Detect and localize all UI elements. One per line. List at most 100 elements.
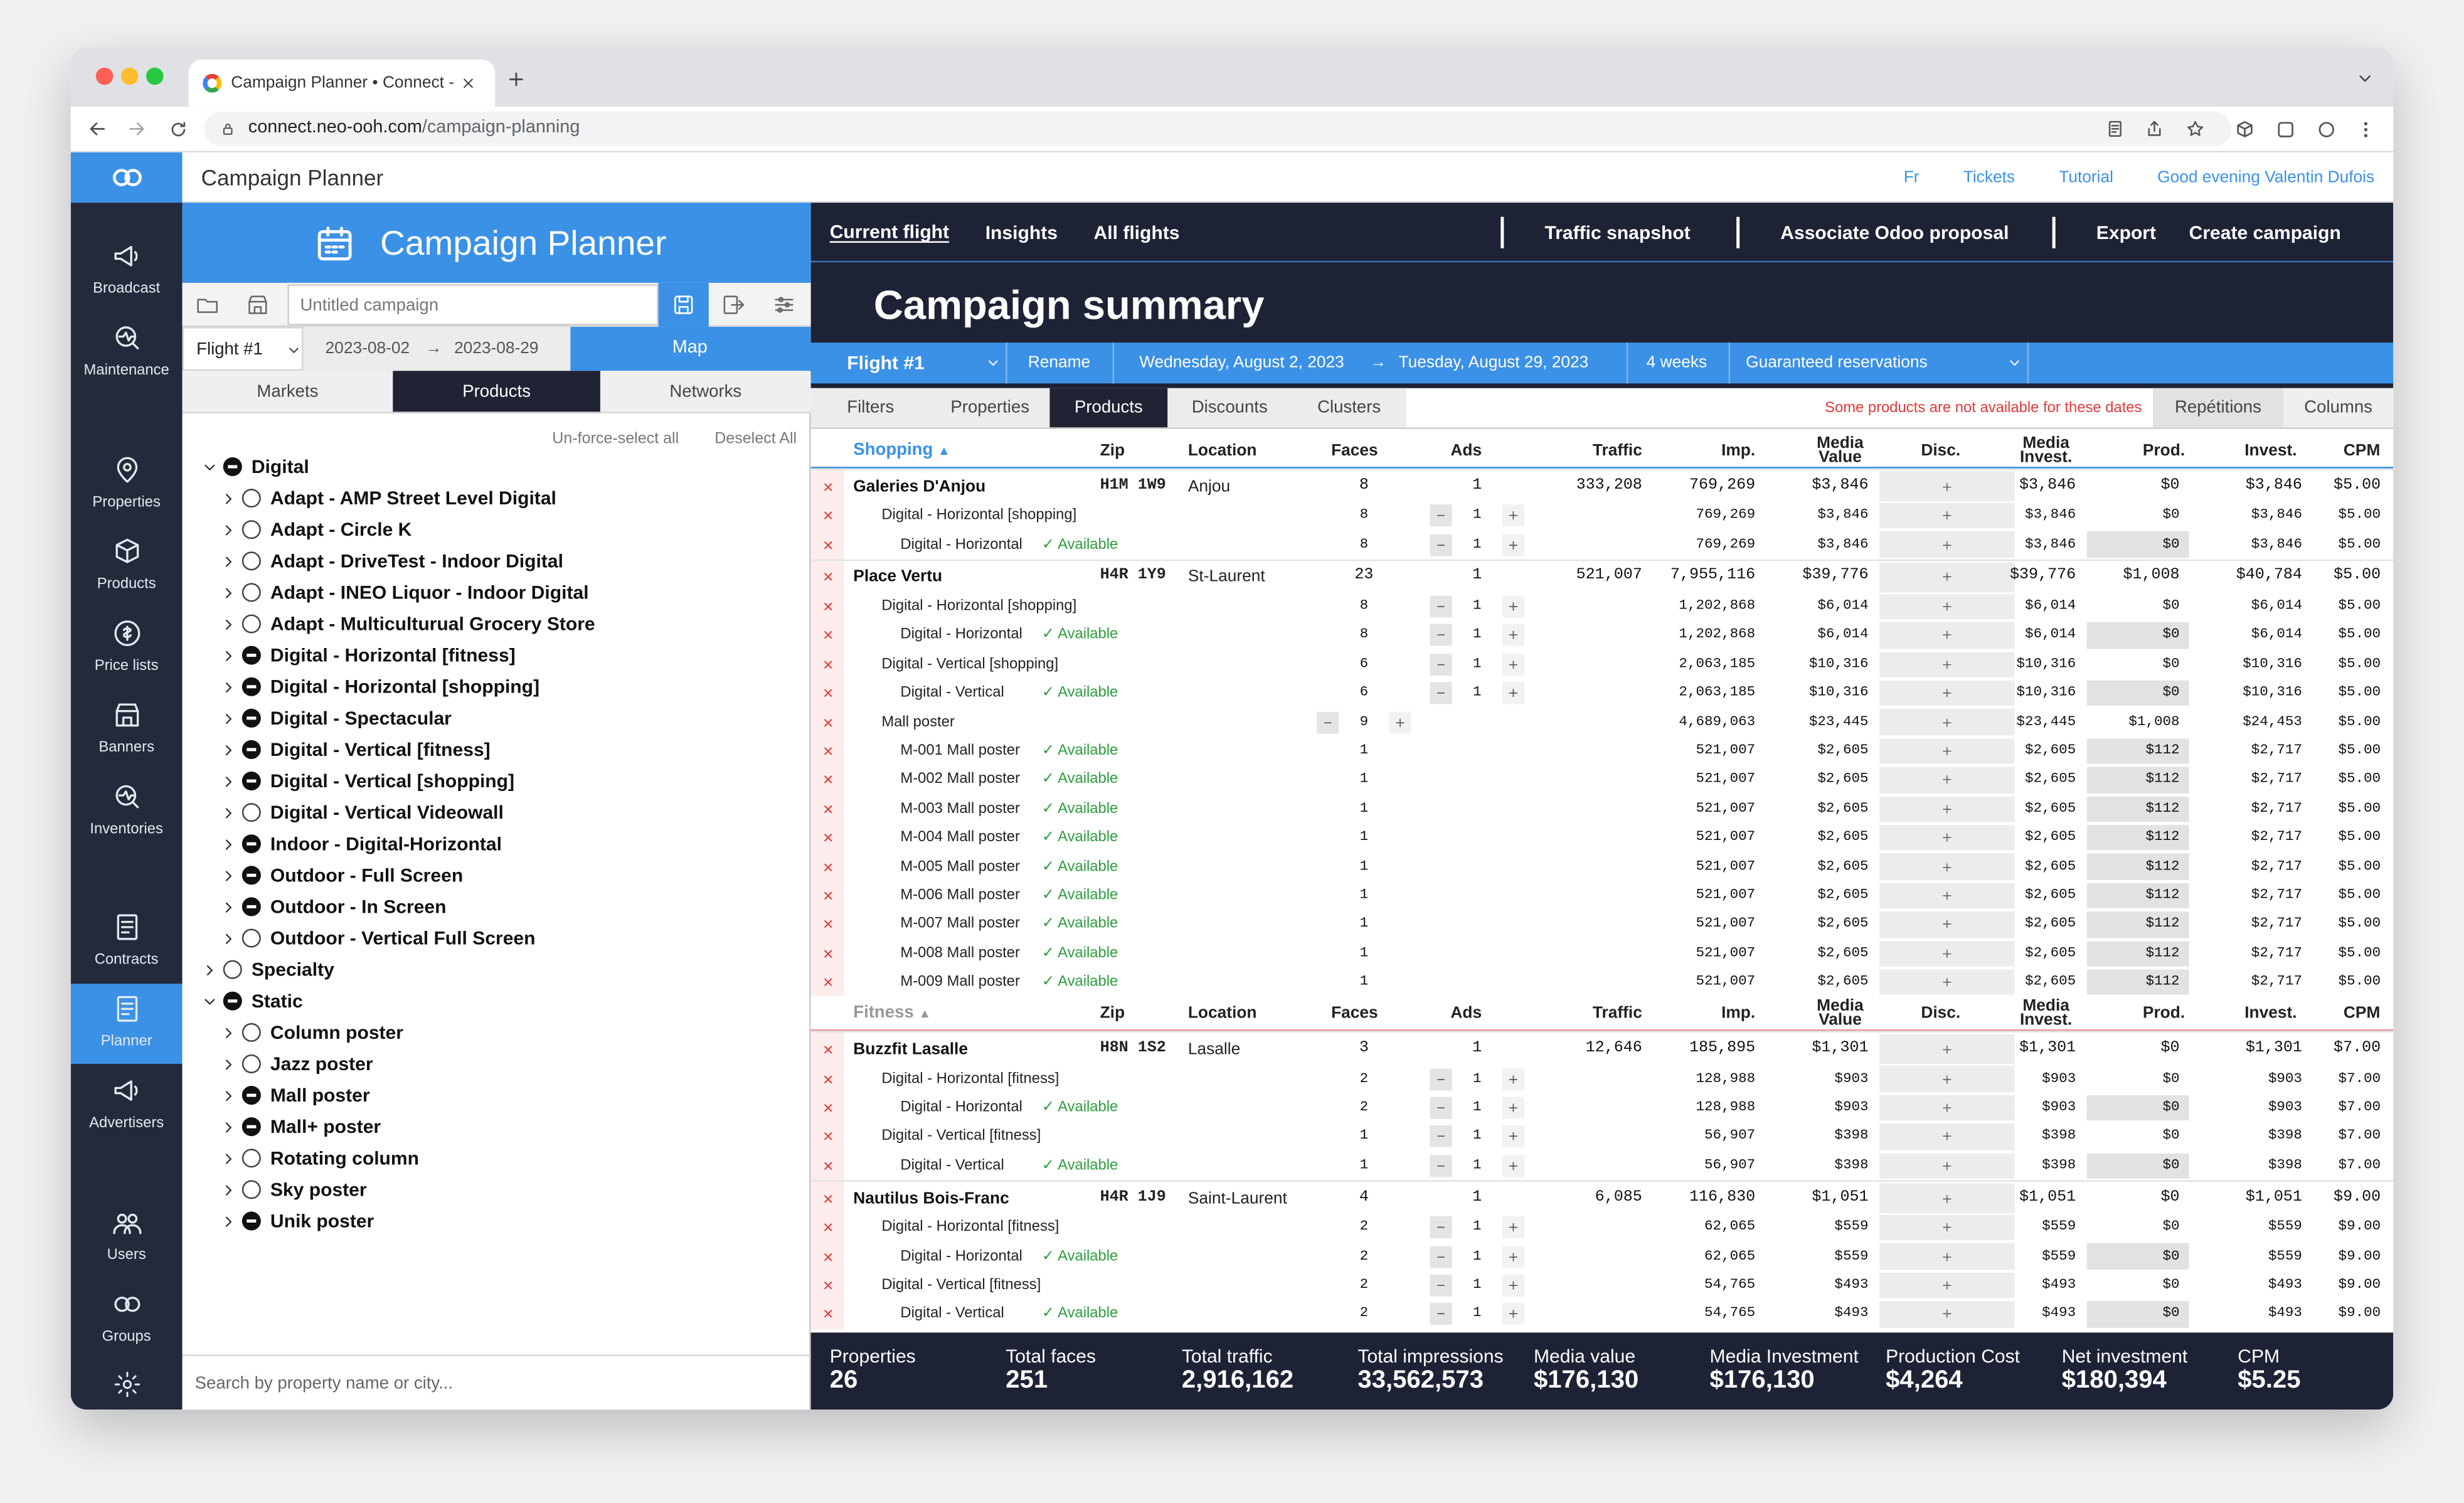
import-button[interactable] <box>721 292 746 317</box>
browser-tab[interactable]: Campaign Planner • Connect - <box>188 60 496 107</box>
selection-circle[interactable] <box>242 677 261 696</box>
selection-circle[interactable] <box>223 991 242 1011</box>
remove-button[interactable] <box>821 1192 834 1204</box>
selection-circle[interactable] <box>223 457 242 477</box>
flight-nav-tab[interactable]: Current flight <box>829 220 950 243</box>
tree-toggle[interactable] <box>200 992 218 1010</box>
campaign-name-input[interactable]: Untitled campaign <box>287 284 659 326</box>
column-header[interactable]: Imp. <box>1721 1004 1756 1024</box>
flight-select[interactable]: Flight #1 <box>182 327 304 371</box>
tree-label[interactable]: Adapt - DriveTest - Indoor Digital <box>270 550 563 572</box>
column-header[interactable]: Invest. <box>2244 1004 2297 1024</box>
tree-toggle[interactable] <box>219 553 236 570</box>
tree-toggle[interactable] <box>219 615 236 633</box>
tree-toggle[interactable] <box>219 647 236 664</box>
remove-button[interactable] <box>821 600 834 613</box>
selection-circle[interactable] <box>242 551 261 571</box>
tree-toggle[interactable] <box>219 584 236 602</box>
tree-label[interactable]: Static <box>251 990 303 1012</box>
tree-toggle[interactable] <box>219 1055 236 1073</box>
selection-circle[interactable] <box>242 489 261 508</box>
tree-toggle[interactable] <box>219 521 236 538</box>
remove-button[interactable] <box>821 658 834 671</box>
flight-nav-tab[interactable]: Insights <box>985 221 1058 244</box>
selection-circle[interactable] <box>242 897 261 916</box>
column-header[interactable]: Disc. <box>1921 441 1961 460</box>
tree-toggle[interactable] <box>219 1118 236 1135</box>
tree-label[interactable]: Jazz poster <box>270 1053 373 1075</box>
nav-item[interactable]: Maintenance <box>71 313 183 393</box>
section-sort-header[interactable]: Fitness ▲ <box>853 1005 931 1023</box>
remove-button[interactable] <box>821 1073 834 1085</box>
section-sort-header[interactable]: Shopping ▲ <box>853 442 950 460</box>
tree-action[interactable]: Deselect All <box>714 430 797 448</box>
save-button[interactable] <box>658 282 709 327</box>
nav-item[interactable]: Properties <box>71 445 183 525</box>
selection-circle[interactable] <box>242 708 261 728</box>
selection-circle[interactable] <box>242 1180 261 1199</box>
selection-circle[interactable] <box>242 645 261 665</box>
remove-button[interactable] <box>821 1130 834 1143</box>
column-header[interactable]: Faces <box>1331 1004 1378 1024</box>
tree-toggle[interactable] <box>219 678 236 696</box>
tree-label[interactable]: Mall+ poster <box>270 1115 381 1138</box>
tree-label[interactable]: Adapt - INEO Liquor - Indoor Digital <box>270 581 589 603</box>
tree-toggle[interactable] <box>219 804 236 821</box>
selection-circle[interactable] <box>242 803 261 822</box>
tree-toggle[interactable] <box>219 867 236 884</box>
search-field[interactable]: Search by property name or city... <box>182 1354 811 1410</box>
selection-circle[interactable] <box>242 834 261 854</box>
selection-circle[interactable] <box>242 1149 261 1168</box>
summary-tab[interactable]: Clusters <box>1292 388 1407 428</box>
nav-item[interactable]: Users <box>71 1198 183 1278</box>
column-header[interactable]: Zip <box>1100 441 1125 460</box>
selection-circle[interactable] <box>242 1086 261 1105</box>
header-action[interactable]: Create campaign <box>2189 221 2341 244</box>
remove-button[interactable] <box>821 803 834 815</box>
window-control[interactable] <box>95 67 114 85</box>
tree-label[interactable]: Adapt - Multiculturual Grocery Store <box>270 612 595 635</box>
flight-dates[interactable]: 2023-08-02 → 2023-08-29 <box>303 327 571 371</box>
column-header[interactable]: Media Invest. <box>2019 433 2073 467</box>
bookmark-icon[interactable] <box>2186 119 2205 138</box>
remove-button[interactable] <box>821 861 834 873</box>
tree-label[interactable]: Digital - Vertical Videowall <box>270 801 504 824</box>
nav-item[interactable]: Price lists <box>71 608 183 688</box>
tree-label[interactable]: Column poster <box>270 1021 403 1044</box>
remove-button[interactable] <box>821 480 834 492</box>
top-link[interactable]: Tutorial <box>2059 168 2113 188</box>
column-header[interactable]: Prod. <box>2142 441 2185 460</box>
tree-toggle[interactable] <box>219 1086 236 1104</box>
summary-tab[interactable]: Repétitions <box>2152 388 2283 428</box>
tree-toggle[interactable] <box>219 898 236 916</box>
nav-item[interactable]: Advertisers <box>71 1065 183 1145</box>
selection-circle[interactable] <box>242 583 261 602</box>
column-header[interactable]: Location <box>1187 441 1257 460</box>
tree-label[interactable]: Digital - Horizontal [shopping] <box>270 676 540 698</box>
url-field[interactable]: connect.neo-ooh.com/campaign-planning <box>204 111 2232 146</box>
tree-toggle[interactable] <box>219 489 236 507</box>
menu-button[interactable] <box>2355 119 2376 139</box>
reservation-mode[interactable]: Guaranteed reservations <box>1746 353 1928 373</box>
selection-circle[interactable] <box>242 1117 261 1137</box>
tree-toggle[interactable] <box>219 1024 236 1041</box>
selection-circle[interactable] <box>242 614 261 634</box>
summary-tab[interactable]: Discounts <box>1167 388 1292 428</box>
tree-toggle[interactable] <box>200 458 218 475</box>
tree-toggle[interactable] <box>219 1181 236 1199</box>
remove-button[interactable] <box>821 832 834 844</box>
nav-item[interactable]: Banners <box>71 690 183 770</box>
tree-label[interactable]: Digital - Horizontal [fitness] <box>270 644 516 667</box>
column-header[interactable]: Media Value <box>1817 433 1864 467</box>
summary-tab[interactable]: Filters <box>810 388 931 428</box>
tree-label[interactable]: Digital - Spectacular <box>270 707 452 730</box>
column-header[interactable]: Media Invest. <box>2019 997 2073 1030</box>
remove-button[interactable] <box>821 1102 834 1114</box>
selection-circle[interactable] <box>242 740 261 759</box>
panel-tab[interactable]: Markets <box>182 371 393 413</box>
tree-label[interactable]: Outdoor - Full Screen <box>270 864 464 886</box>
nav-item[interactable]: Groups <box>71 1279 183 1359</box>
selection-circle[interactable] <box>242 928 261 948</box>
summary-tab[interactable]: Products <box>1049 388 1168 428</box>
header-action[interactable]: Associate Odoo proposal <box>1780 221 2009 244</box>
